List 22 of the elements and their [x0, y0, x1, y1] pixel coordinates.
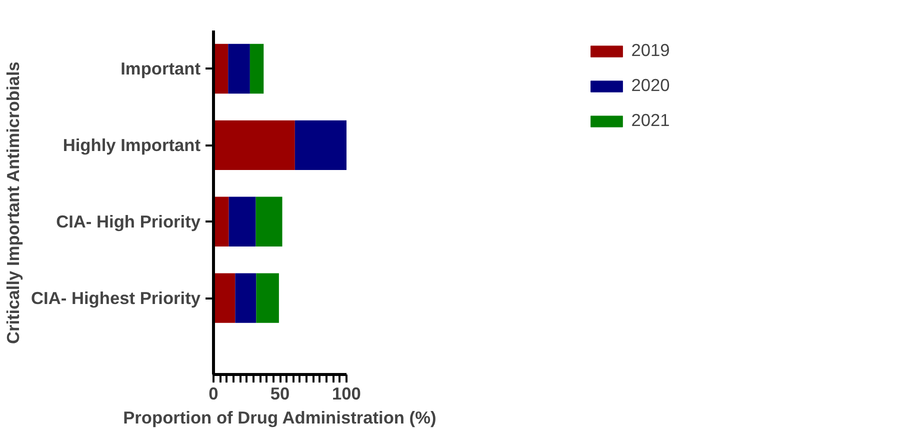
- legend-label: 2021: [631, 110, 670, 131]
- x-tick-label: 0: [208, 384, 218, 404]
- legend-label: 2020: [631, 75, 670, 96]
- bar: [256, 273, 279, 323]
- bar: [294, 120, 346, 170]
- bar: [214, 196, 229, 246]
- bar: [250, 44, 264, 94]
- x-tick-label: 50: [270, 384, 290, 404]
- bar: [228, 44, 250, 94]
- bar: [228, 196, 256, 246]
- y-tick-label: CIA- High Priority: [56, 212, 201, 232]
- bar: [214, 273, 236, 323]
- y-tick-label: CIA- Highest Priority: [31, 288, 201, 308]
- y-axis-title: Critically Important Antimicrobials: [3, 62, 24, 344]
- bar: [235, 273, 256, 323]
- bar: [214, 120, 295, 170]
- x-axis-title: Proportion of Drug Administration (%): [123, 408, 436, 428]
- x-tick-label: 100: [332, 384, 361, 404]
- y-tick-label: Highly Important: [62, 135, 201, 156]
- bar: [256, 196, 282, 246]
- legend-label: 2019: [631, 40, 670, 61]
- y-tick-label: Important: [120, 58, 201, 79]
